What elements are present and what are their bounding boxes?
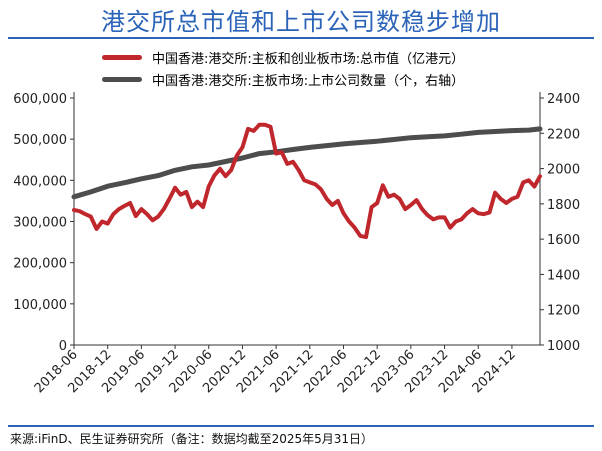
right-tick-label: 1000 [547,339,580,354]
series-group [71,122,543,240]
left-tick-label: 0 [59,339,67,354]
right-tick-label: 1200 [547,304,580,319]
legend-item-company-count: 中国香港:港交所:主板市场:上市公司数量（个，右轴） [102,68,464,90]
left-tick-label: 400,000 [13,174,67,189]
left-tick-label: 200,000 [13,257,67,272]
source-rule [8,425,594,427]
legend-item-market-cap: 中国香港:港交所:主板和创业板市场:总市值（亿港元） [102,46,464,68]
right-tick-label: 1400 [547,268,580,283]
right-tick-label: 1800 [547,198,580,213]
series-line-company-count [71,126,543,200]
right-tick-label: 1600 [547,233,580,248]
legend-swatch-company-count [102,76,142,82]
source-note: 来源:iFinD、民生证券研究所（备注：数据均截至2025年5月31日） [10,432,374,446]
series-line-market-cap [72,122,542,240]
axes-group: 0 100,000 200,000 300,000 400,000 500,000 600,… [13,92,580,396]
right-tick-label: 2400 [547,92,580,107]
right-tick-label: 2200 [547,127,580,142]
left-tick-label: 100,000 [13,298,67,313]
left-tick-label: 500,000 [13,133,67,148]
legend: 中国香港:港交所:主板和创业板市场:总市值（亿港元） 中国香港:港交所:主板市场… [102,46,464,90]
left-tick-label: 600,000 [13,92,67,107]
title-rule [8,37,594,39]
left-tick-label: 300,000 [13,216,67,231]
right-tick-label: 2000 [547,163,580,178]
legend-swatch-market-cap [102,54,142,60]
legend-label-company-count: 中国香港:港交所:主板市场:上市公司数量（个，右轴） [152,73,465,89]
legend-label-market-cap: 中国香港:港交所:主板和创业板市场:总市值（亿港元） [152,51,465,67]
chart-title: 港交所总市值和上市公司数稳步增加 [101,8,501,36]
